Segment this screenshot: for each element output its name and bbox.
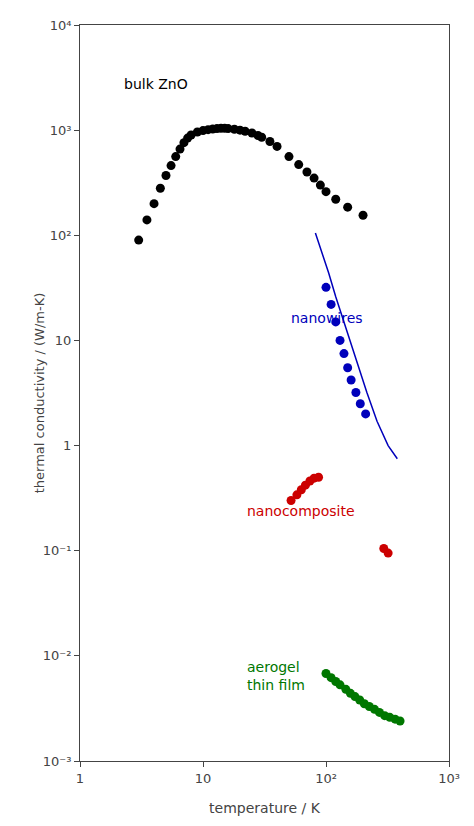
svg-text:10⁴: 10⁴ (50, 18, 72, 33)
svg-text:1: 1 (63, 438, 71, 453)
svg-text:10⁻¹: 10⁻¹ (43, 543, 72, 558)
svg-text:10⁻²: 10⁻² (43, 648, 72, 663)
svg-text:1: 1 (76, 771, 84, 786)
svg-text:bulk ZnO: bulk ZnO (124, 76, 188, 92)
svg-text:10²: 10² (315, 771, 337, 786)
svg-text:aerogelthin film: aerogelthin film (247, 659, 305, 693)
svg-text:10⁻³: 10⁻³ (43, 754, 72, 769)
svg-text:10: 10 (195, 771, 212, 786)
svg-text:10³: 10³ (438, 771, 460, 786)
svg-text:temperature / K: temperature / K (209, 800, 321, 816)
svg-text:10³: 10³ (50, 123, 72, 138)
svg-text:nanowires: nanowires (291, 310, 363, 326)
svg-text:nanocomposite: nanocomposite (247, 503, 355, 519)
svg-text:10²: 10² (50, 228, 72, 243)
svg-text:thermal conductivity / (W/m-K): thermal conductivity / (W/m-K) (32, 293, 47, 494)
svg-text:10: 10 (55, 333, 72, 348)
